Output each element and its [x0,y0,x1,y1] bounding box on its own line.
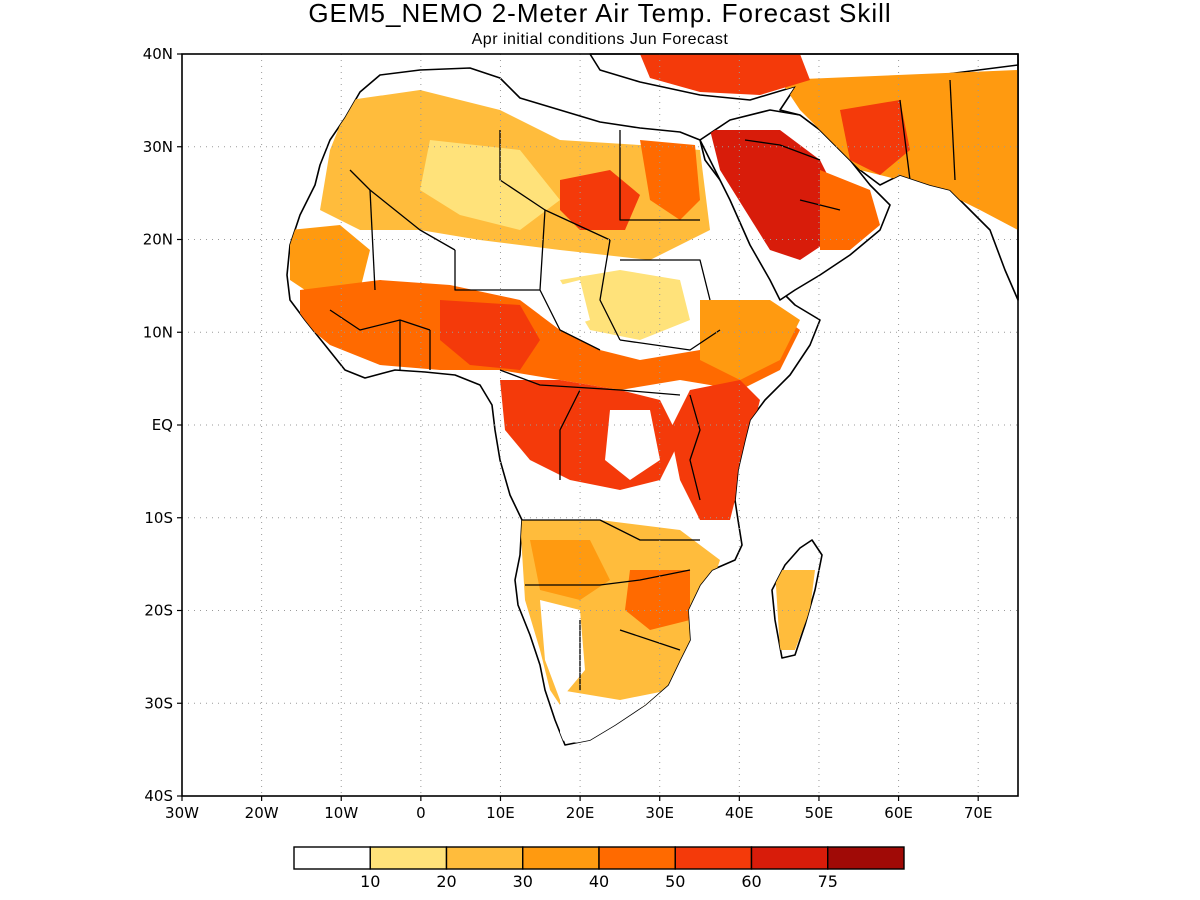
lon-tick-label: 40E [725,804,754,822]
lon-tick-label: 10W [324,804,358,822]
region-sudan-light [560,270,690,340]
lon-tick-label: 20W [245,804,279,822]
region-sahel [300,280,800,390]
region-ethiopia [700,300,800,380]
region-south-coast-white [560,690,670,745]
gridlines [182,54,1018,796]
region-west-coast [290,225,370,300]
lat-tick-label: 20N [143,231,173,249]
lon-tick-label: 70E [964,804,993,822]
region-turkey [640,54,810,95]
region-algeria-light [420,140,560,230]
lat-tick-label: 10S [144,509,173,527]
region-arabia [710,130,840,260]
lat-tick-label: EQ [152,416,173,434]
legend-label: 10 [360,872,380,891]
legend-label: 40 [589,872,609,891]
legend-label: 20 [436,872,456,891]
lat-tick-label: 30S [144,694,173,712]
longitude-axis: 30W 20W 10W 0 10E 20E 30E 40E 50E 60E 70E [165,796,992,822]
lon-tick-label: 60E [884,804,913,822]
region-arabia-edge [820,170,880,250]
legend-colorbar: 10 20 30 40 50 60 75 [293,846,905,891]
lat-tick-label: 20S [144,602,173,620]
country-borders [329,79,956,690]
map-title: GEM5_NEMO 2-Meter Air Temp. Forecast Ski… [308,0,891,28]
region-nigeria [440,300,540,370]
map-subtitle: Apr initial conditions Jun Forecast [472,31,729,48]
lon-tick-label: 10E [486,804,515,822]
lon-tick-label: 0 [416,804,426,822]
legend-swatch [445,846,524,870]
legend-swatch [369,846,448,870]
legend-label: 30 [513,872,533,891]
lat-tick-label: 30N [143,138,173,156]
legend-label: 75 [818,872,838,891]
region-madagascar [775,570,815,650]
region-egypt [640,140,700,220]
legend-label: 60 [741,872,761,891]
region-iran-red [840,100,910,175]
legend-swatch [522,846,600,870]
region-namibia-white [540,600,585,700]
lon-tick-label: 20E [566,804,595,822]
lon-tick-label: 30W [165,804,199,822]
legend-swatch [674,846,753,870]
lon-tick-label: 30E [645,804,674,822]
legend-swatch [827,846,905,870]
lat-tick-label: 10N [143,323,173,341]
skill-shading [290,54,1018,745]
region-chad-white [540,280,590,330]
lat-tick-label: 40S [144,787,173,805]
region-zambia [625,570,690,630]
legend-label: 50 [665,872,685,891]
region-congo-white [605,410,660,480]
legend-swatch [293,846,371,870]
legend-swatch [750,846,829,870]
lon-tick-label: 50E [805,804,834,822]
legend-swatch [598,846,676,870]
latitude-axis: 40N 30N 20N 10N EQ 10S 20S 30S 40S [143,45,182,805]
lat-tick-label: 40N [143,45,173,63]
